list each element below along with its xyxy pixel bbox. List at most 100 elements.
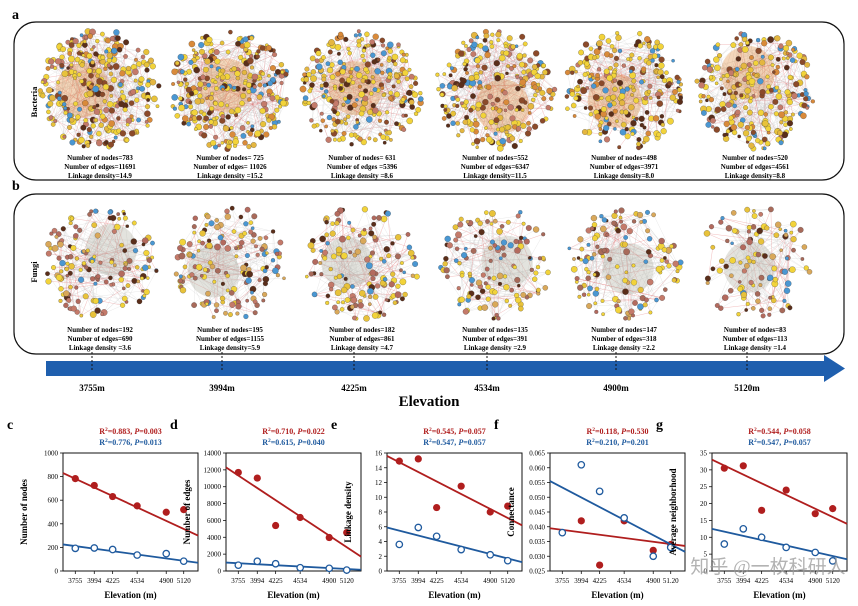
network-node: [588, 111, 594, 117]
network-node: [139, 85, 145, 92]
network-node: [109, 259, 114, 265]
network-node: [224, 213, 231, 220]
network-node: [738, 42, 744, 47]
network-node: [701, 110, 707, 116]
network-node: [515, 74, 520, 79]
network-node: [308, 271, 314, 277]
network-node: [719, 77, 723, 81]
network-node: [176, 80, 181, 85]
network-node: [228, 140, 233, 145]
network-node: [606, 74, 613, 82]
network-node: [455, 103, 460, 109]
network-node: [764, 140, 771, 147]
network-node: [342, 96, 348, 102]
network-node: [370, 75, 375, 79]
network-node: [519, 33, 526, 40]
network-node: [261, 298, 266, 303]
network-node: [656, 75, 661, 80]
network-node: [92, 45, 96, 49]
network-edge: [71, 49, 139, 60]
network-node: [61, 70, 69, 78]
network-node: [612, 78, 618, 83]
network-node: [200, 240, 205, 246]
network-node: [319, 235, 326, 243]
network-node: [448, 73, 453, 78]
network-node: [327, 67, 334, 74]
network-node: [394, 253, 401, 260]
network-node: [737, 134, 742, 139]
panel-b-group-label: Fungi: [29, 261, 39, 283]
network-node: [188, 59, 194, 65]
network-node: [95, 38, 100, 44]
network-node: [371, 221, 377, 227]
network-edge: [119, 49, 148, 126]
network-node: [155, 104, 160, 109]
network-node: [790, 112, 795, 117]
network-node: [348, 132, 355, 138]
network-node: [197, 239, 201, 244]
network-node: [236, 36, 242, 42]
network-stat-line: Number of nodes= 725: [196, 154, 264, 162]
network-node: [98, 122, 104, 128]
network-node: [400, 97, 406, 102]
network-node: [619, 99, 626, 106]
network-node: [269, 95, 276, 102]
network-node: [519, 76, 523, 81]
network-node: [511, 142, 518, 150]
network-node: [640, 66, 647, 72]
network-node: [247, 131, 254, 137]
network-node: [311, 102, 318, 109]
network-node: [93, 281, 98, 286]
network-node: [238, 214, 244, 220]
network-stat-line: Linkage density=5.9: [200, 344, 261, 352]
network-node: [527, 103, 535, 110]
network-node: [401, 127, 407, 132]
network-node: [464, 44, 468, 48]
network-node: [372, 234, 377, 240]
network-node: [250, 226, 255, 230]
network-node: [125, 283, 131, 288]
network-node: [88, 72, 94, 79]
network-node: [737, 121, 744, 128]
network-node: [58, 298, 63, 303]
network-node: [335, 246, 343, 254]
network-node: [311, 123, 317, 129]
network-node: [804, 61, 811, 68]
network-node: [526, 126, 532, 132]
network-edge: [42, 82, 65, 137]
network-node: [156, 83, 162, 89]
network-node: [203, 86, 208, 91]
network-node: [278, 62, 285, 68]
network-node: [603, 136, 611, 143]
network-node: [713, 56, 720, 63]
network-edge: [71, 71, 100, 144]
network-node: [386, 129, 392, 136]
network-node: [671, 58, 675, 63]
network-node: [800, 112, 807, 120]
network-node: [449, 66, 454, 71]
network-node: [225, 103, 229, 108]
network-node: [77, 106, 82, 112]
network-node: [534, 73, 541, 80]
network-node: [391, 53, 399, 61]
network-edge: [61, 57, 85, 81]
network-node: [146, 98, 150, 102]
network-node: [329, 230, 336, 237]
network-node: [239, 100, 245, 106]
network-edge: [192, 58, 215, 117]
network-node: [45, 66, 51, 71]
network-node: [209, 106, 215, 111]
network-node: [343, 276, 348, 281]
network-node: [357, 233, 362, 238]
network-node: [268, 126, 273, 130]
network-node: [374, 68, 381, 75]
network-node: [140, 54, 146, 60]
network-node: [518, 138, 523, 144]
network-node: [198, 41, 205, 49]
network-node: [280, 70, 285, 74]
network-node: [370, 52, 376, 58]
network-node: [116, 212, 121, 216]
network-node: [394, 121, 399, 127]
network-node: [188, 104, 194, 110]
